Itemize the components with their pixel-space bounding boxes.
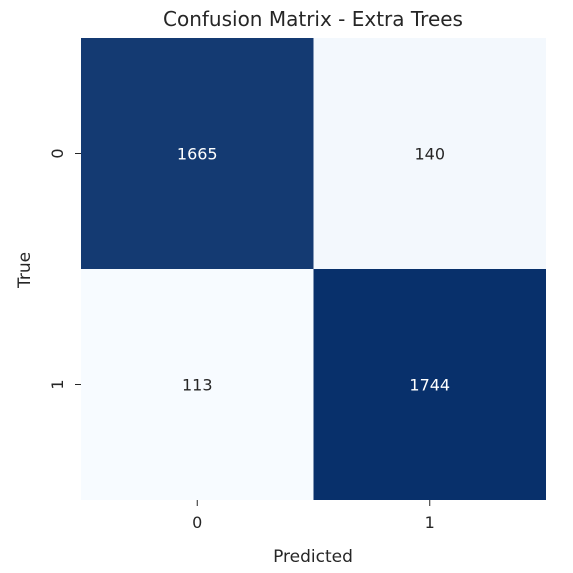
x-tick-label-0: 0 xyxy=(192,513,202,532)
cell-value-1-1: 1744 xyxy=(409,376,450,395)
y-tick-label-1: 1 xyxy=(48,379,67,389)
heatmap-cell-0-1 xyxy=(313,38,546,269)
chart-title: Confusion Matrix - Extra Trees xyxy=(163,7,463,31)
heatmap-cell-1-0 xyxy=(81,269,314,500)
cell-value-0-1: 140 xyxy=(414,145,445,164)
y-axis: 01 xyxy=(48,148,81,390)
heatmap-cells: 1665 140 113 1744 xyxy=(81,38,546,500)
cell-value-1-0: 113 xyxy=(182,376,213,395)
y-axis-label: True xyxy=(15,252,35,289)
y-tick-label-0: 0 xyxy=(48,148,67,158)
heatmap-cell-1-1 xyxy=(313,269,546,500)
heatmap-cell-0-0 xyxy=(81,38,314,269)
x-tick-label-1: 1 xyxy=(425,513,435,532)
cell-value-0-0: 1665 xyxy=(177,145,218,164)
x-axis-label: Predicted xyxy=(273,547,353,567)
